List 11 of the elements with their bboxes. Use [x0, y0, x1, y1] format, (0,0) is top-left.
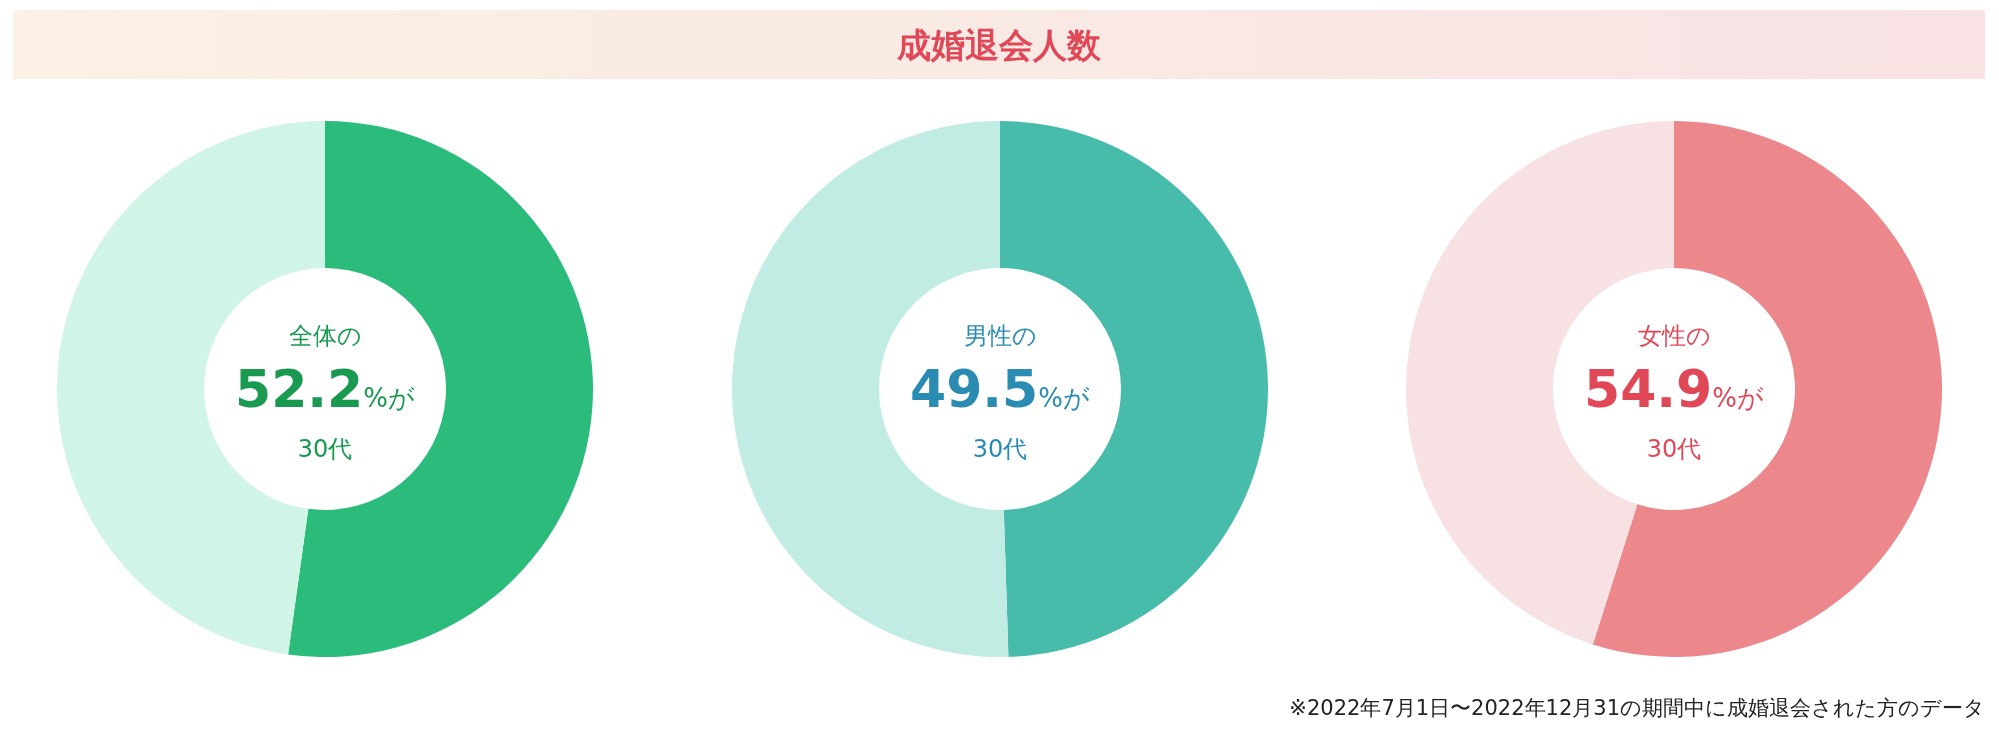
- data-label: 54.9%が: [1583, 359, 1765, 419]
- text: 女性の: [1637, 322, 1711, 350]
- text: 男性の: [963, 322, 1037, 350]
- text: 全体の: [288, 322, 362, 350]
- text: 30代: [972, 435, 1028, 463]
- text: 30代: [297, 435, 353, 463]
- data-label: 49.5%が: [909, 359, 1091, 419]
- data-label: 52.2%が: [234, 359, 416, 419]
- text: ※2022年7月1日〜2022年12月31の期間中に成婚退会された方のデータ: [1289, 696, 1985, 720]
- text: 30代: [1646, 435, 1702, 463]
- chart-title: 成婚退会人数: [896, 25, 1102, 65]
